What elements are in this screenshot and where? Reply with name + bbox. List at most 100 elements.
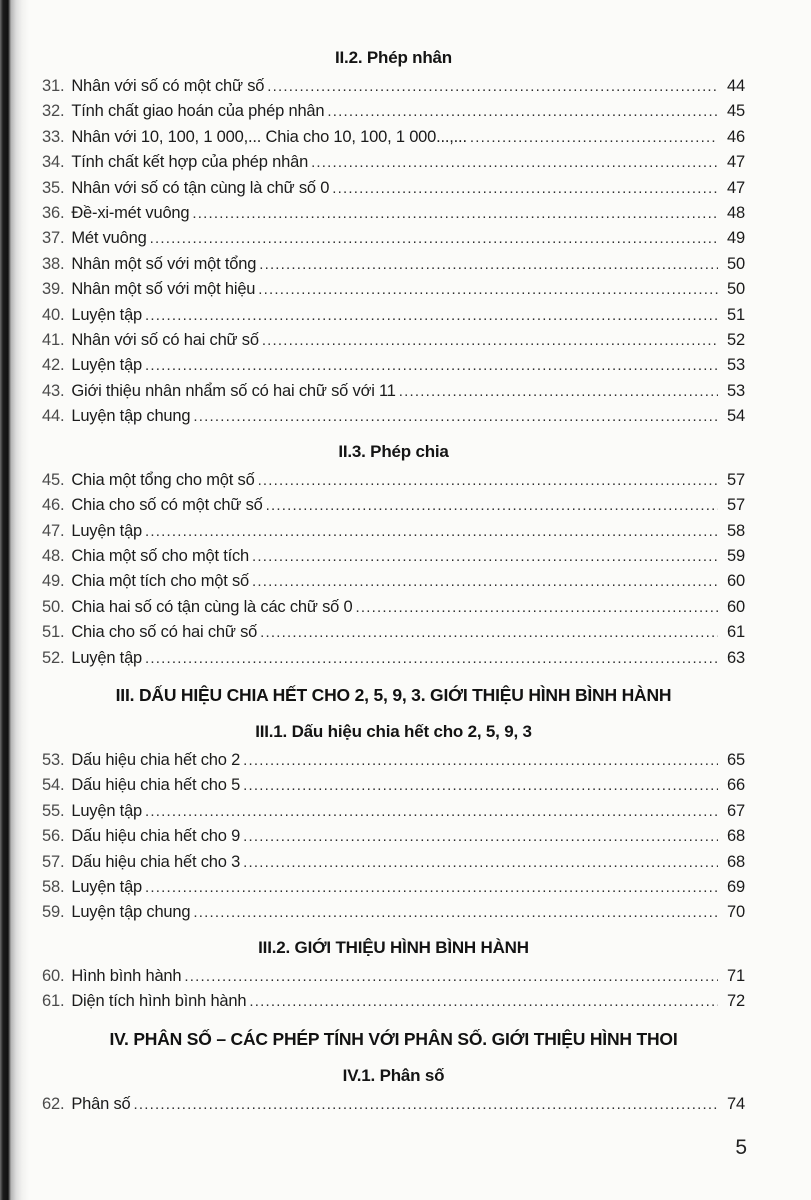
dot-leader bbox=[145, 875, 718, 900]
toc-entry-number: 50. bbox=[42, 597, 65, 616]
toc-entry: 55. Luyện tập 67 bbox=[42, 799, 745, 824]
toc-page-content: II.2. Phép nhân 31. Nhân với số có một chữ… bbox=[0, 0, 811, 1117]
toc-entry-number: 44. bbox=[42, 407, 65, 426]
toc-entry-title: Nhân với số có một chữ số bbox=[71, 77, 265, 95]
toc-entry-title: Luyện tập bbox=[71, 521, 143, 540]
toc-entry-number: 57. bbox=[42, 852, 65, 871]
dot-leader bbox=[252, 569, 718, 594]
toc-entry-title: Nhân một số với một tổng bbox=[71, 254, 257, 273]
toc-entry-title: Luyện tập bbox=[71, 648, 143, 667]
toc-entry-title: Luyện tập bbox=[71, 305, 143, 324]
dot-leader bbox=[243, 850, 718, 875]
dot-leader bbox=[145, 646, 718, 671]
toc-entry: 56. Dấu hiệu chia hết cho 9 68 bbox=[42, 824, 745, 849]
section-heading: IV. PHÂN SỐ – CÁC PHÉP TÍNH VỚI PHÂN SỐ.… bbox=[109, 1028, 678, 1049]
toc-entry-title: Tính chất giao hoán của phép nhân bbox=[71, 102, 325, 121]
toc-entry-page: 71 bbox=[727, 966, 745, 985]
toc-entry-number: 58. bbox=[42, 877, 65, 896]
toc-entry-title: Chia cho số có hai chữ số bbox=[71, 623, 258, 642]
toc-entry: 36. Đề-xi-mét vuông 48 bbox=[42, 201, 745, 226]
toc-entry-title: Dấu hiệu chia hết cho 3 bbox=[71, 852, 241, 871]
toc-entry-title: Đề-xi-mét vuông bbox=[71, 204, 190, 223]
toc-entry-title: Dấu hiệu chia hết cho 2 bbox=[71, 750, 241, 769]
dot-leader bbox=[145, 353, 718, 378]
toc-entry-number: 33. bbox=[42, 127, 65, 146]
toc-entry-page: 65 bbox=[727, 750, 745, 769]
toc-entry-title: Luyện tập bbox=[71, 801, 143, 820]
toc-entry: 61. Diện tích hình bình hành 72 bbox=[42, 989, 745, 1014]
toc-entry: 58. Luyện tập 69 bbox=[42, 875, 745, 900]
dot-leader bbox=[258, 468, 718, 493]
dot-leader bbox=[249, 989, 718, 1014]
toc-entry-title: Diện tích hình bình hành bbox=[71, 992, 247, 1011]
toc-entry: 62. Phân số 74 bbox=[42, 1092, 745, 1117]
toc-entry-title: Nhân một số với một hiệu bbox=[71, 280, 256, 299]
dot-leader bbox=[134, 1092, 719, 1117]
dot-leader bbox=[332, 176, 718, 201]
toc-entry-page: 53 bbox=[727, 381, 745, 400]
toc-entry: 35. Nhân với số có tận cùng là chữ số 0 47 bbox=[42, 176, 745, 201]
dot-leader bbox=[145, 519, 718, 544]
toc-entry-title: Nhân với số có hai chữ số bbox=[71, 331, 259, 350]
toc-entry-title: Giới thiệu nhân nhẩm số có hai chữ số vớ… bbox=[71, 381, 396, 400]
toc-entry-title: Dấu hiệu chia hết cho 5 bbox=[71, 776, 241, 795]
dot-leader bbox=[243, 748, 718, 773]
toc-entry-number: 37. bbox=[42, 229, 65, 248]
toc-entry: 34. Tính chất kết hợp của phép nhân 47 bbox=[42, 150, 745, 175]
toc-entry-number: 55. bbox=[42, 801, 65, 820]
toc-entry-number: 45. bbox=[42, 470, 65, 489]
toc-entry-title: Phân số bbox=[71, 1094, 131, 1113]
dot-leader bbox=[184, 964, 718, 989]
toc-entry: 32. Tính chất giao hoán của phép nhân 45 bbox=[42, 99, 745, 124]
toc-entry-title: Nhân với 10, 100, 1 000,... Chia cho 10,… bbox=[71, 127, 467, 146]
toc-entry-number: 54. bbox=[42, 776, 65, 795]
toc-entry: 60. Hình bình hành 71 bbox=[42, 964, 745, 989]
dot-leader bbox=[193, 404, 718, 429]
toc-entry-title: Luyện tập chung bbox=[71, 903, 191, 922]
toc-entry-title: Tính chất kết hợp của phép nhân bbox=[71, 153, 309, 172]
toc-entry-number: 56. bbox=[42, 827, 65, 846]
dot-leader bbox=[145, 799, 718, 824]
toc-entry-number: 49. bbox=[42, 572, 65, 591]
toc-entry: 53. Dấu hiệu chia hết cho 2 65 bbox=[42, 748, 745, 773]
toc-entry-page: 68 bbox=[727, 852, 745, 871]
dot-leader bbox=[192, 201, 718, 226]
toc-entry-page: 60 bbox=[727, 572, 745, 591]
toc-entry-number: 62. bbox=[42, 1094, 65, 1113]
toc-entry: 47. Luyện tập 58 bbox=[42, 519, 745, 544]
toc-entry: 41. Nhân với số có hai chữ số 52 bbox=[42, 328, 745, 353]
dot-leader bbox=[259, 252, 718, 277]
toc-entry: 39. Nhân một số với một hiệu 50 bbox=[42, 277, 745, 302]
toc-entry: 51. Chia cho số có hai chữ số 61 bbox=[42, 620, 745, 645]
dot-leader bbox=[243, 824, 718, 849]
dot-leader bbox=[258, 277, 718, 302]
dot-leader bbox=[267, 74, 718, 99]
toc-entry: 57. Dấu hiệu chia hết cho 3 68 bbox=[42, 850, 745, 875]
toc-entry: 52. Luyện tập 63 bbox=[42, 646, 745, 671]
toc-entry-number: 41. bbox=[42, 331, 65, 350]
toc-entry: 54. Dấu hiệu chia hết cho 5 66 bbox=[42, 773, 745, 798]
toc-entry-page: 72 bbox=[727, 992, 745, 1011]
toc-entry-number: 34. bbox=[42, 153, 65, 172]
toc-entry-page: 58 bbox=[727, 521, 745, 540]
toc-entry-number: 39. bbox=[42, 280, 65, 299]
toc-entry-title: Chia một số cho một tích bbox=[71, 546, 250, 565]
toc-entry-number: 46. bbox=[42, 496, 65, 515]
toc-entry: 48. Chia một số cho một tích 59 bbox=[42, 544, 745, 569]
toc-entry-page: 60 bbox=[727, 597, 745, 616]
dot-leader bbox=[252, 544, 718, 569]
section-heading: II.2. Phép nhân bbox=[335, 48, 452, 67]
toc-entry-number: 35. bbox=[42, 178, 65, 197]
toc-entry: 33. Nhân với 10, 100, 1 000,... Chia cho … bbox=[42, 125, 745, 150]
toc-entry: 40. Luyện tập 51 bbox=[42, 303, 745, 328]
dot-leader bbox=[262, 328, 718, 353]
toc-entry: 44. Luyện tập chung 54 bbox=[42, 404, 745, 429]
toc-entry-title: Hình bình hành bbox=[71, 966, 182, 985]
toc-entry-page: 50 bbox=[727, 254, 745, 273]
toc-entry-page: 61 bbox=[727, 623, 745, 642]
toc-entry-title: Dấu hiệu chia hết cho 9 bbox=[71, 827, 241, 846]
section-heading: III.1. Dấu hiệu chia hết cho 2, 5, 9, 3 bbox=[255, 721, 532, 741]
section-heading: IV.1. Phân số bbox=[342, 1065, 445, 1085]
toc-entry-title: Luyện tập chung bbox=[71, 407, 191, 426]
toc-entry-page: 52 bbox=[727, 331, 745, 350]
